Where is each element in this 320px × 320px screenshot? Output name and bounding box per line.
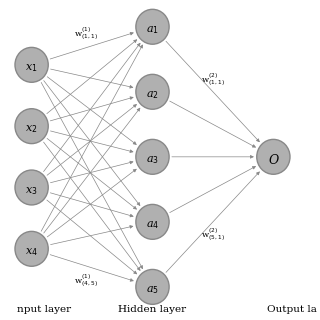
Circle shape	[15, 170, 48, 205]
Text: w$^{(2)}_{(1,1)}$: w$^{(2)}_{(1,1)}$	[201, 71, 225, 88]
Circle shape	[15, 109, 48, 144]
Text: a$_5$: a$_5$	[146, 284, 159, 296]
Text: w$^{(2)}_{(5,1)}$: w$^{(2)}_{(5,1)}$	[201, 226, 225, 243]
Circle shape	[136, 74, 169, 109]
Text: O: O	[268, 154, 278, 166]
Text: x$_4$: x$_4$	[25, 246, 38, 258]
Text: x$_2$: x$_2$	[25, 124, 38, 135]
Circle shape	[136, 9, 169, 44]
Text: Hidden layer: Hidden layer	[118, 305, 187, 314]
Text: w$^{(1)}_{(4,5)}$: w$^{(1)}_{(4,5)}$	[74, 272, 98, 289]
Text: x$_1$: x$_1$	[25, 62, 38, 74]
Text: Output la: Output la	[267, 305, 316, 314]
Circle shape	[136, 269, 169, 304]
Circle shape	[15, 47, 48, 82]
Text: x$_3$: x$_3$	[25, 185, 38, 196]
Circle shape	[15, 231, 48, 266]
Circle shape	[136, 140, 169, 174]
Text: a$_4$: a$_4$	[146, 219, 159, 231]
Text: a$_2$: a$_2$	[146, 89, 159, 101]
Text: nput layer: nput layer	[17, 305, 71, 314]
Text: w$^{(1)}_{(1,1)}$: w$^{(1)}_{(1,1)}$	[74, 25, 98, 42]
Text: a$_1$: a$_1$	[146, 24, 159, 36]
Text: a$_3$: a$_3$	[146, 154, 159, 166]
Circle shape	[257, 140, 290, 174]
Circle shape	[136, 204, 169, 239]
